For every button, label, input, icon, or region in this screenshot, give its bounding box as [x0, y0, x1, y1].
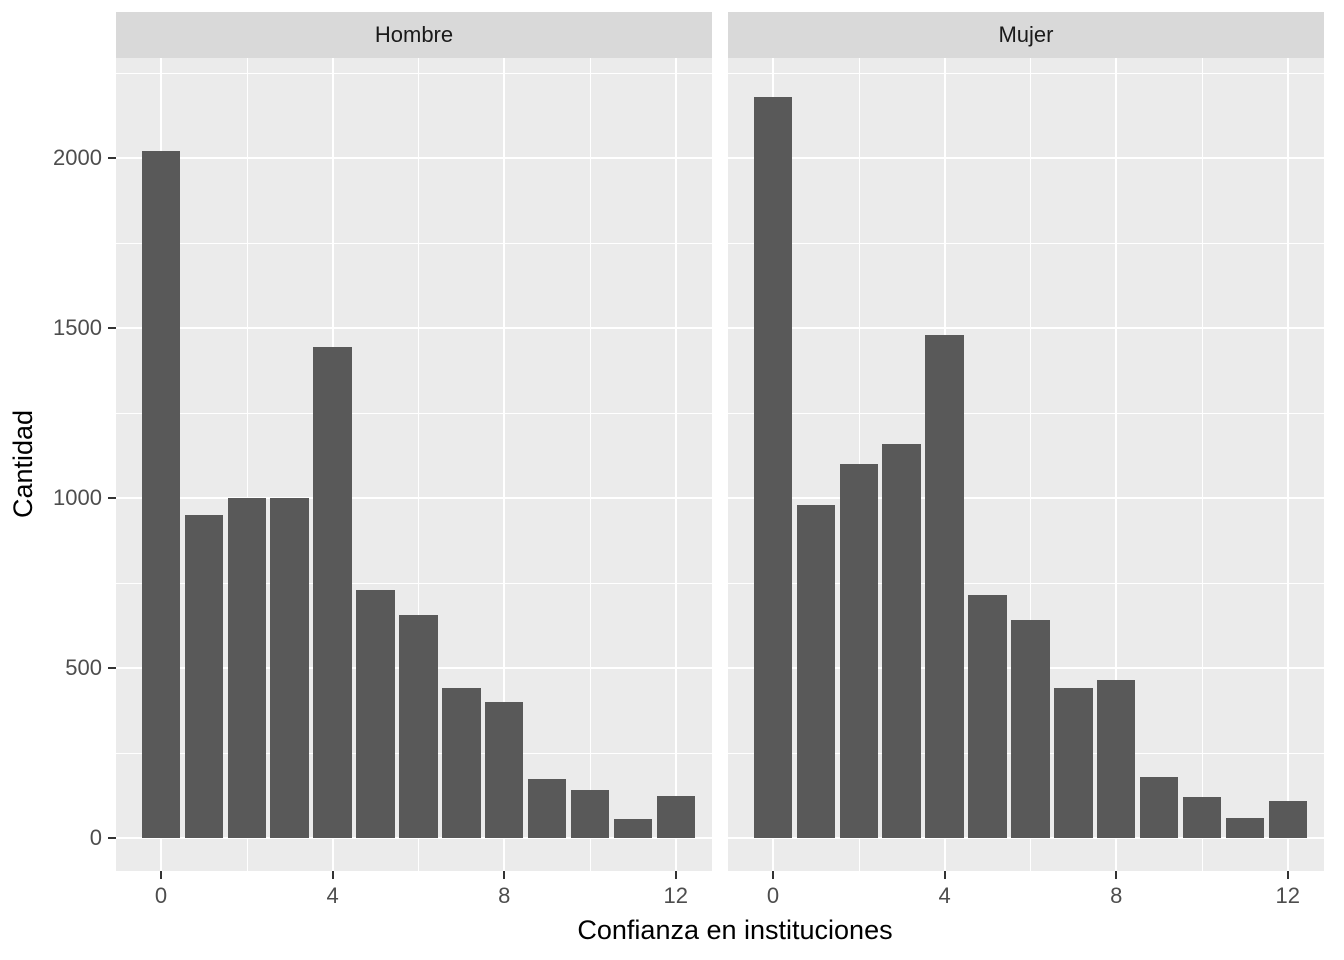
x-tick-label: 12: [1275, 883, 1301, 908]
gridline-major-horizontal: [728, 837, 1324, 840]
facet-strip-mujer: Mujer: [728, 12, 1324, 58]
y-tick-label: 1500: [53, 314, 102, 340]
gridline-minor-vertical: [590, 58, 591, 871]
gridline-minor-horizontal: [728, 412, 1324, 414]
gridline-major-horizontal: [116, 837, 712, 840]
gridline-major-vertical: [674, 58, 677, 871]
gridline-major-horizontal: [728, 326, 1324, 329]
x-tick-mark: [503, 871, 506, 879]
y-tick-mark: [108, 667, 116, 669]
y-tick-mark: [108, 837, 116, 840]
gridline-minor-horizontal: [728, 242, 1324, 244]
facet-strip-label: Mujer: [998, 22, 1054, 47]
gridline-major-vertical: [503, 58, 506, 871]
bar-hombre-x2: [227, 497, 267, 838]
y-tick-mark: [108, 326, 116, 329]
bar-hombre-x5: [356, 589, 395, 838]
bar-hombre-x12: [656, 795, 696, 838]
gridline-major-vertical: [1286, 58, 1289, 871]
x-tick-label: 4: [938, 883, 951, 908]
gridline-minor-horizontal: [728, 582, 1324, 584]
gridline-major-vertical: [1115, 58, 1118, 871]
x-tick-mark: [674, 871, 677, 879]
bar-hombre-x10: [570, 790, 610, 838]
x-axis-title: Confianza en instituciones: [577, 915, 893, 945]
x-tick-mark: [331, 871, 334, 879]
x-tick-label: 12: [663, 883, 689, 908]
y-tick-label: 500: [65, 655, 102, 680]
gridline-major-horizontal: [728, 156, 1324, 159]
bar-mujer-x12: [1268, 800, 1308, 838]
facet-strip-label: Hombre: [374, 22, 454, 47]
bar-mujer-x5: [968, 594, 1007, 838]
x-tick-label: 4: [326, 883, 339, 908]
bar-mujer-x7: [1054, 688, 1093, 839]
x-tick-mark: [1286, 871, 1289, 879]
gridline-minor-vertical: [246, 58, 248, 871]
y-tick-label: 0: [89, 825, 102, 851]
bar-hombre-x7: [442, 688, 481, 839]
y-tick-mark: [108, 496, 116, 499]
bar-mujer-x9: [1139, 776, 1179, 839]
gridline-major-horizontal: [116, 496, 712, 499]
bar-mujer-x3: [882, 443, 921, 838]
bar-mujer-x11: [1225, 817, 1265, 838]
facet-strip-hombre: Hombre: [116, 12, 712, 58]
x-tick-mark: [943, 871, 946, 879]
bar-hombre-x3: [270, 497, 309, 838]
gridline-minor-vertical: [418, 58, 420, 871]
bar-mujer-x0: [753, 96, 793, 838]
gridline-minor-horizontal: [116, 242, 712, 244]
bar-hombre-x0: [141, 151, 181, 838]
bar-hombre-x9: [527, 778, 567, 838]
x-tick-mark: [1115, 871, 1118, 879]
panel-mujer: [728, 58, 1324, 871]
x-tick-mark: [772, 871, 774, 879]
x-tick-label: 8: [498, 883, 511, 908]
gridline-minor-horizontal: [728, 72, 1324, 74]
bar-mujer-x6: [1011, 620, 1050, 838]
gridline-major-horizontal: [116, 326, 712, 329]
bar-hombre-x1: [184, 514, 224, 838]
bar-mujer-x2: [839, 463, 879, 838]
bar-mujer-x1: [796, 504, 836, 838]
gridline-minor-horizontal: [116, 582, 712, 584]
y-tick-label: 2000: [53, 144, 102, 170]
y-tick-label: 1000: [53, 484, 102, 510]
gridline-minor-horizontal: [116, 72, 712, 74]
gridline-minor-vertical: [1202, 58, 1203, 871]
x-tick-label: 0: [154, 883, 168, 908]
bar-mujer-x10: [1182, 797, 1222, 838]
bar-mujer-x8: [1096, 679, 1136, 838]
gridline-major-horizontal: [728, 496, 1324, 499]
bar-mujer-x4: [925, 334, 964, 838]
bar-hombre-x6: [399, 615, 438, 838]
gridline-minor-vertical: [1030, 58, 1032, 871]
x-tick-label: 8: [1110, 883, 1123, 908]
x-tick-mark: [160, 871, 162, 879]
bar-hombre-x11: [613, 819, 653, 838]
bar-hombre-x8: [484, 702, 524, 838]
gridline-major-horizontal: [116, 156, 712, 159]
panel-hombre: [116, 58, 712, 871]
x-tick-label: 0: [766, 883, 780, 908]
gridline-minor-horizontal: [116, 412, 712, 414]
bar-hombre-x4: [313, 346, 352, 838]
y-tick-mark: [108, 156, 116, 159]
